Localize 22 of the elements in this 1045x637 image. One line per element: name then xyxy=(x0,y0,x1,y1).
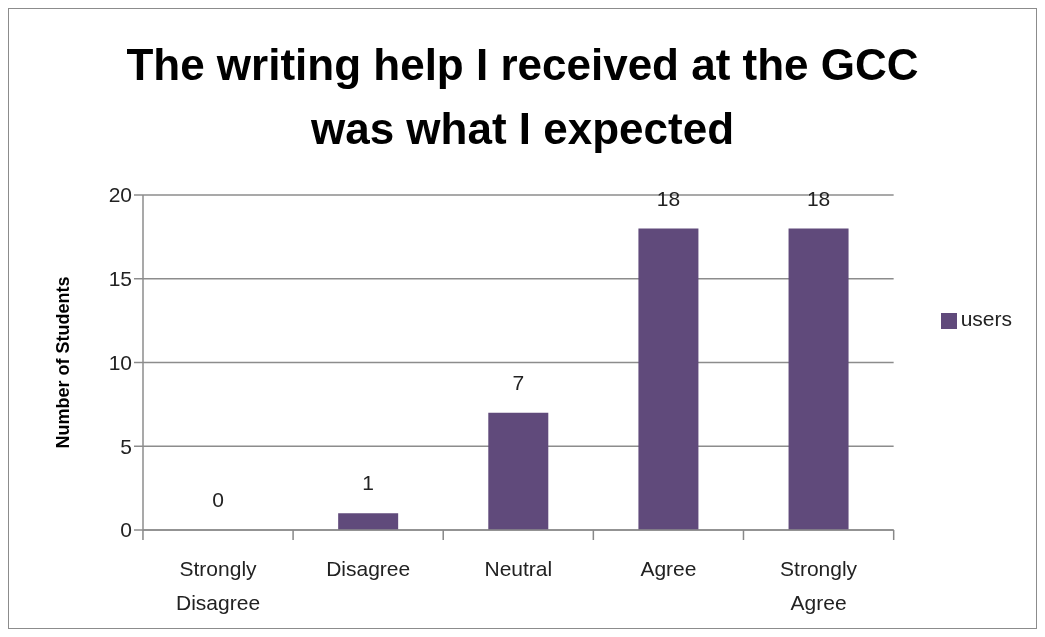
x-tick-label: Neutral xyxy=(484,557,553,580)
y-axis-title: Number of Students xyxy=(52,276,73,449)
y-tick-label: 20 xyxy=(108,183,132,207)
bar xyxy=(338,513,399,530)
y-tick-label: 0 xyxy=(120,518,132,542)
bar xyxy=(488,412,549,530)
data-label: 7 xyxy=(512,370,525,394)
data-label: 0 xyxy=(212,488,224,511)
data-label: 18 xyxy=(806,186,831,210)
data-label: 18 xyxy=(656,186,681,210)
x-tick-label: Strongly Disagree xyxy=(176,557,261,614)
x-tick-label: Strongly Agree xyxy=(780,557,858,614)
legend-label: users xyxy=(960,306,1012,330)
chart-title: The writing help I received at the GCC was what I expected xyxy=(126,40,919,153)
bar xyxy=(788,228,849,530)
bar xyxy=(638,228,699,530)
x-tick-label: Disagree xyxy=(326,557,411,580)
data-label: 1 xyxy=(362,471,375,495)
x-tick-label: Agree xyxy=(640,557,697,580)
y-tick-label: 10 xyxy=(108,350,132,374)
y-tick-label: 15 xyxy=(108,267,132,291)
y-tick-label: 5 xyxy=(120,434,132,458)
